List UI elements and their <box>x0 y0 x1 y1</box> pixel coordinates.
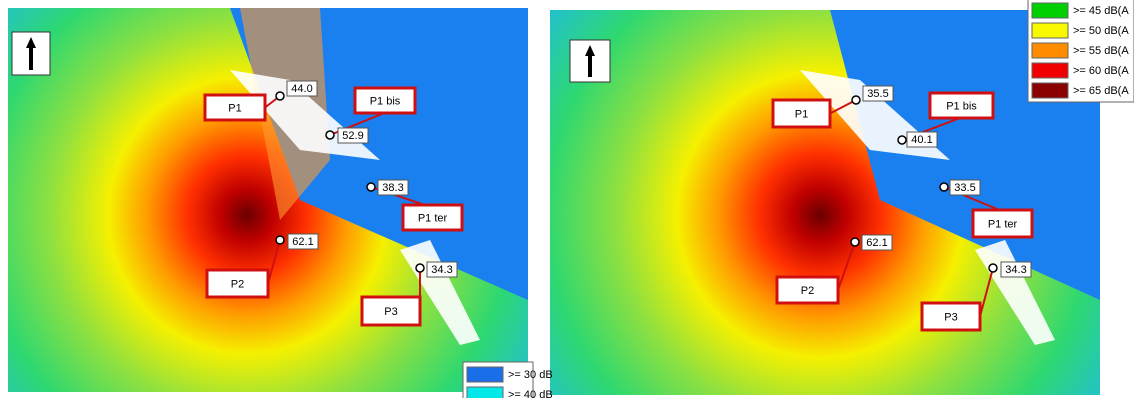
label-box <box>771 98 832 129</box>
point-value: 40.1 <box>911 134 932 146</box>
leader-line <box>267 239 281 284</box>
point-value: 62.1 <box>292 236 313 248</box>
map-right <box>550 10 1100 395</box>
legend-swatch <box>1031 42 1069 59</box>
value-box <box>862 85 894 102</box>
point-label: P3 <box>944 311 957 323</box>
north-arrow <box>585 45 595 77</box>
point-value: 34.3 <box>1005 264 1026 276</box>
point-label: P1 bis <box>946 100 977 112</box>
receiver-marker <box>325 130 335 140</box>
north-arrow <box>26 37 36 70</box>
receiver-marker <box>275 235 285 245</box>
legend-label: >= 45 dB(A <box>1073 5 1129 17</box>
point-value: 44.0 <box>291 83 312 95</box>
point-value: 52.9 <box>342 130 363 142</box>
label-box <box>928 91 995 120</box>
point-label: P1 <box>795 108 808 120</box>
legend-label: >= 60 dB(A <box>1073 65 1129 77</box>
label-box <box>401 203 464 232</box>
point-value: 33.5 <box>954 182 975 194</box>
legend-label: >= 50 dB(A <box>1073 25 1129 37</box>
value-box <box>286 80 318 97</box>
point-label: P1 bis <box>370 95 401 107</box>
label-box <box>353 86 417 115</box>
label-box <box>971 208 1034 239</box>
leader-line <box>829 99 857 115</box>
legend-label: >= 55 dB(A <box>1073 45 1129 57</box>
map-left <box>8 8 528 392</box>
legend-label: >= 30 dB <box>508 369 553 381</box>
value-box <box>337 127 369 144</box>
point-label: P2 <box>801 285 814 297</box>
value-box <box>861 234 893 251</box>
point-value: 35.5 <box>867 88 888 100</box>
value-box <box>377 179 409 196</box>
receiver-marker <box>939 182 949 192</box>
value-box <box>1000 261 1032 278</box>
receiver-marker <box>897 135 907 145</box>
point-label: P2 <box>231 278 244 290</box>
legend-swatch <box>466 366 504 383</box>
legend-swatch <box>466 386 504 398</box>
label-box <box>360 295 422 327</box>
receiver-marker <box>988 263 998 273</box>
point-value: 62.1 <box>866 237 887 249</box>
label-box <box>205 268 270 299</box>
value-box <box>949 179 981 196</box>
leader-line <box>979 267 994 317</box>
label-box <box>203 93 267 122</box>
value-box <box>906 131 938 148</box>
point-label: P1 ter <box>988 218 1018 230</box>
legend-label: >= 65 dB(A <box>1073 85 1129 97</box>
point-label: P3 <box>384 306 397 318</box>
receiver-marker <box>850 237 860 247</box>
receiver-marker <box>275 91 285 101</box>
point-value: 38.3 <box>382 182 403 194</box>
point-value: 34.3 <box>431 264 452 276</box>
point-label: P1 ter <box>418 212 448 224</box>
legend-label: >= 40 dB <box>508 389 553 398</box>
value-box <box>426 261 458 278</box>
value-box <box>287 233 319 250</box>
legend-swatch <box>1031 2 1069 19</box>
label-box <box>920 301 982 332</box>
label-box <box>775 275 840 305</box>
receiver-marker <box>851 95 861 105</box>
legend-swatch <box>1031 82 1069 99</box>
receiver-marker <box>415 263 425 273</box>
legend-swatch <box>1031 22 1069 39</box>
point-label: P1 <box>228 102 241 114</box>
receiver-marker <box>366 182 376 192</box>
noise-field <box>550 10 1100 395</box>
leader-line <box>837 241 856 291</box>
legend-swatch <box>1031 62 1069 79</box>
